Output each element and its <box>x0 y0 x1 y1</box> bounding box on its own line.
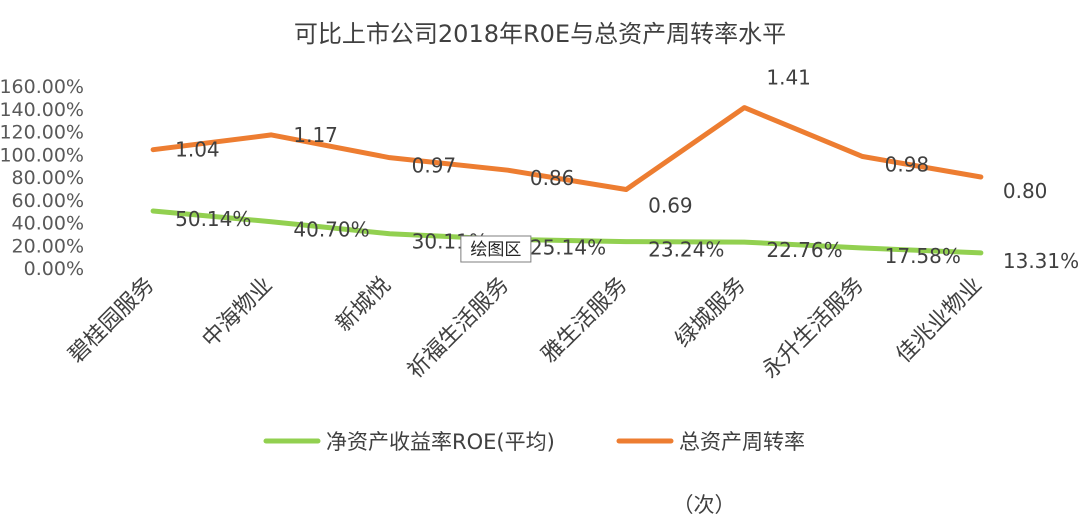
plot-area-tooltip: 绘图区 <box>460 235 532 263</box>
data-label: 13.31% <box>1003 249 1079 273</box>
y-tick-label: 60.00% <box>12 190 84 212</box>
data-label: 23.24% <box>648 238 724 262</box>
x-category-label: 绿城服务 <box>671 273 751 353</box>
data-label: 1.04 <box>175 138 220 162</box>
chart-title: 可比上市公司2018年R0E与总资产周转率水平 <box>294 20 786 48</box>
data-label-layer: 50.14% 40.70%30.11% 25.14% 23.24% 22.76% 17.5… <box>175 66 1079 273</box>
legend-label: 净资产收益率ROE(平均) <box>326 430 555 454</box>
series-layer <box>150 105 984 256</box>
data-label: 40.70% <box>293 218 369 242</box>
data-label: 0.98 <box>885 153 930 177</box>
y-tick-label: 160.00% <box>0 76 84 98</box>
series-line <box>150 105 984 193</box>
y-tick-label: 80.00% <box>12 167 84 189</box>
x-category-label: 中海物业 <box>198 273 278 353</box>
data-label: 22.76% <box>766 238 842 262</box>
x-axis: 碧桂园服务 中海物业 新城悦 祈福生活服务 雅生活服务 绿城服务 永升生活服务 佳兆业物业 <box>64 273 987 384</box>
tooltip-box <box>460 235 532 263</box>
data-label: 17.58% <box>885 244 961 268</box>
y-tick-label: 20.00% <box>12 235 84 257</box>
data-label: 0.69 <box>648 194 693 218</box>
data-label: 0.86 <box>530 166 575 190</box>
series-line <box>150 208 984 256</box>
data-label: 1.17 <box>293 123 338 147</box>
legend: 净资产收益率ROE(平均) 总资产周转率 <box>263 430 805 454</box>
legend-label: 总资产周转率 <box>679 430 805 454</box>
unit-label: （次） <box>673 493 736 517</box>
x-category-label: 碧桂园服务 <box>64 273 159 368</box>
data-label: 1.41 <box>766 66 811 90</box>
y-tick-label: 120.00% <box>0 122 84 144</box>
y-tick-label: 0.00% <box>24 258 84 280</box>
data-label: 50.14% <box>175 207 251 231</box>
x-category-label: 雅生活服务 <box>537 273 632 368</box>
data-label: 0.80 <box>1003 179 1048 203</box>
x-category-label: 新城悦 <box>332 273 396 337</box>
x-category-label: 祈福生活服务 <box>403 273 514 384</box>
x-category-label: 永升生活服务 <box>758 273 869 384</box>
y-tick-label: 40.00% <box>12 213 84 235</box>
data-label: 25.14% <box>530 235 606 259</box>
y-tick-label: 100.00% <box>0 144 84 166</box>
tooltip-text: 绘图区 <box>470 240 521 260</box>
y-tick-label: 140.00% <box>0 99 84 121</box>
x-category-label: 佳兆业物业 <box>892 273 987 368</box>
data-label: 0.97 <box>412 154 457 178</box>
y-axis: 0.00%20.00%40.00%60.00%80.00%100.00%120.… <box>0 76 84 280</box>
